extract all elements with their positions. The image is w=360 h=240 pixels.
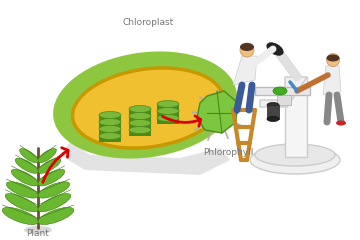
Ellipse shape: [255, 144, 335, 166]
Ellipse shape: [99, 126, 121, 132]
Bar: [99, 116, 121, 121]
Ellipse shape: [157, 108, 179, 114]
Polygon shape: [60, 142, 230, 175]
Bar: [277, 95, 291, 105]
Bar: [99, 123, 121, 128]
Bar: [267, 105, 279, 119]
Ellipse shape: [38, 194, 71, 212]
Ellipse shape: [157, 101, 179, 108]
Ellipse shape: [99, 132, 121, 139]
Ellipse shape: [38, 182, 69, 198]
Ellipse shape: [240, 43, 254, 51]
Ellipse shape: [15, 158, 38, 173]
Ellipse shape: [6, 182, 38, 198]
Ellipse shape: [53, 51, 237, 159]
Polygon shape: [260, 77, 307, 107]
Bar: [157, 112, 179, 117]
Text: Plant: Plant: [27, 229, 49, 238]
Ellipse shape: [11, 169, 38, 186]
Ellipse shape: [129, 126, 151, 133]
Ellipse shape: [267, 102, 279, 108]
Polygon shape: [323, 66, 341, 95]
Ellipse shape: [267, 116, 279, 121]
Ellipse shape: [129, 106, 151, 113]
Ellipse shape: [20, 149, 38, 163]
Bar: [129, 117, 151, 122]
Bar: [99, 137, 121, 142]
Bar: [99, 130, 121, 135]
Ellipse shape: [38, 169, 65, 186]
Bar: [255, 87, 310, 95]
Ellipse shape: [2, 207, 38, 225]
Ellipse shape: [327, 54, 339, 61]
Ellipse shape: [5, 194, 38, 212]
Ellipse shape: [273, 87, 287, 95]
Bar: [157, 105, 179, 110]
Bar: [285, 77, 307, 157]
Ellipse shape: [336, 120, 346, 126]
Ellipse shape: [99, 112, 121, 119]
Ellipse shape: [327, 54, 339, 66]
Ellipse shape: [38, 149, 56, 163]
Polygon shape: [197, 91, 237, 133]
Ellipse shape: [129, 113, 151, 120]
Ellipse shape: [24, 226, 52, 234]
Bar: [157, 119, 179, 124]
Ellipse shape: [129, 120, 151, 126]
Text: Phlorophyll: Phlorophyll: [203, 148, 253, 157]
Ellipse shape: [99, 119, 121, 126]
Bar: [129, 124, 151, 129]
Ellipse shape: [157, 114, 179, 121]
Polygon shape: [233, 56, 257, 85]
Ellipse shape: [38, 207, 74, 225]
Bar: [129, 110, 151, 115]
Ellipse shape: [73, 68, 224, 148]
Ellipse shape: [240, 43, 254, 57]
Ellipse shape: [38, 158, 61, 173]
Ellipse shape: [250, 146, 340, 174]
Text: Chloroplast: Chloroplast: [122, 18, 174, 27]
Ellipse shape: [267, 43, 283, 55]
Bar: [129, 131, 151, 136]
